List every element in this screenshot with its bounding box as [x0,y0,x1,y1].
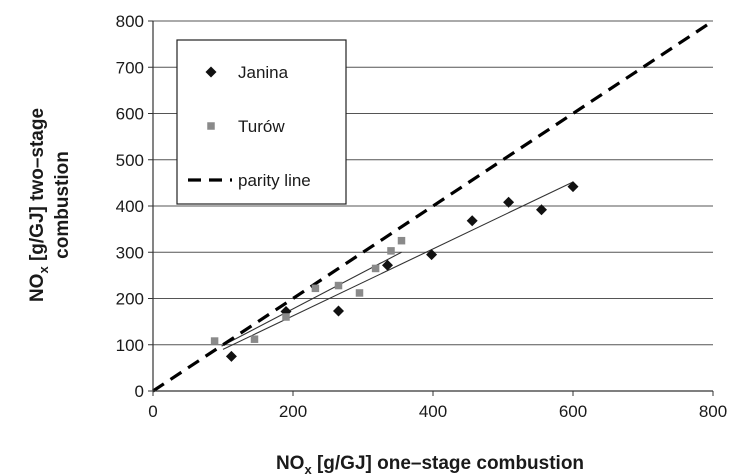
legend-marker-tur-w [207,122,215,130]
legend-box [176,39,347,205]
y-tick-label: 0 [135,382,144,401]
legend: Janina Turów parity line [176,39,347,205]
parity-line [152,19,714,393]
y-tick-label: 700 [116,58,144,77]
legend-label-tur-w: Turów [238,117,285,136]
point-tur-w [355,289,364,297]
point-janina [382,259,393,271]
y-tick-label: 100 [116,336,144,355]
y-axis-title-rest: [g/GJ] two–stage [27,108,48,266]
y-tick-label: 600 [116,105,144,124]
point-tur-w [210,337,219,345]
legend-label-parity-line: parity line [238,171,311,190]
x-axis-title-sub: x [304,462,312,475]
y-tick-label: 200 [116,290,144,309]
y-tick-label: 300 [116,243,144,262]
point-tur-w [282,313,290,321]
point-janina [333,305,344,317]
axes [148,20,714,396]
parity-line-path [152,19,714,393]
point-tur-w [334,281,343,290]
x-axis-title-main: NO [276,453,305,474]
y-tick-label: 400 [116,197,144,216]
point-janina [567,181,579,193]
y-axis-title: NOx [g/GJ] two–stage combustion [27,108,73,302]
legend-marker-janina [205,66,217,78]
legend-label-janina: Janina [238,63,289,82]
trendline-tur-w [221,251,402,347]
point-janina [503,196,515,208]
x-tick-label: 200 [279,402,307,421]
x-axis-title: NOx [g/GJ] one–stage combustion [276,453,584,475]
y-axis-title-main: NO [27,274,48,303]
y-tick-label: 500 [116,151,144,170]
point-tur-w [250,335,259,343]
point-tur-w [387,247,395,255]
point-tur-w [311,284,320,293]
point-janina [536,204,547,216]
tick-labels: 0 100 200 300 400 500 600 700 800 0 200 400 600 800 [116,12,728,421]
point-janina [225,350,237,362]
trendline-janina [222,181,574,350]
x-tick-label: 400 [419,402,447,421]
x-tick-label: 0 [148,402,157,421]
point-janina [466,215,478,227]
x-tick-label: 600 [559,402,587,421]
legend-items: Janina Turów parity line [188,63,311,190]
y-axis-title-sub: x [36,266,51,274]
y-axis-title-line2: combustion [52,151,73,259]
point-tur-w [371,264,380,273]
data-points [210,181,579,362]
x-tick-label: 800 [699,402,727,421]
point-janina [426,249,438,261]
x-axis-title-rest: [g/GJ] one–stage combustion [312,453,584,474]
point-tur-w [397,236,406,245]
y-axis-title-line1: NOx [g/GJ] two–stage [27,108,51,302]
y-tick-label: 800 [116,12,144,31]
trendlines [221,181,574,350]
